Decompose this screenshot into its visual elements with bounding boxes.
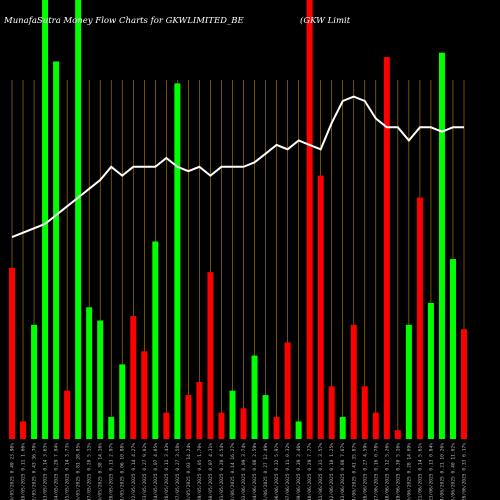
bar-24 — [262, 395, 269, 439]
x-tick-label: 06/06/2025 0.32 5.97% — [274, 443, 280, 500]
chart-title-right: (GKW Limit — [300, 15, 351, 26]
x-tick-label: 02/06/2025 0.14 16.27% — [230, 443, 236, 500]
bar-12 — [130, 316, 137, 439]
x-tick-label: 27/05/2025 0.27 3.58% — [175, 443, 181, 500]
bar-9 — [97, 320, 104, 439]
bar-23 — [251, 355, 258, 439]
bar-18 — [196, 381, 203, 439]
bar-28 — [306, 0, 313, 440]
bar-1 — [9, 267, 15, 439]
x-tick-label: 15/05/2025 0.14 3.73% — [65, 443, 71, 500]
bar-34 — [372, 412, 379, 439]
x-tick-label: 23/05/2025 0.27 9.02% — [142, 443, 148, 500]
bar-17 — [185, 395, 192, 439]
x-tick-label: 18/06/2025 0.12 5.26% — [384, 443, 390, 500]
x-tick-label: 12/06/2025 0.10 1.25% — [329, 443, 335, 500]
bar-13 — [141, 351, 148, 439]
x-tick-label: 20/06/2025 0.28 14.09% — [406, 443, 412, 500]
bar-5 — [53, 61, 60, 440]
bar-37 — [405, 324, 412, 439]
x-tick-label: 29/05/2025 0.05 1.70% — [197, 443, 203, 500]
x-tick-label: 16/06/2025 0.27 4.59% — [362, 443, 368, 500]
bar-10 — [108, 417, 115, 439]
bar-20 — [218, 412, 225, 439]
bar-16 — [174, 83, 181, 439]
x-tick-label: 11/06/2025 0.31 3.57% — [318, 443, 324, 500]
bar-22 — [240, 408, 247, 439]
bar-4 — [42, 0, 49, 440]
x-tick-label: 16/05/2025 0.81 28.05% — [76, 443, 82, 500]
x-tick-label: 07/06/2025 0.11 0.32% — [285, 443, 291, 500]
x-tick-label: 17/05/2025 0.20 5.13% — [87, 443, 93, 500]
bar-7 — [75, 0, 82, 440]
bar-3 — [31, 324, 38, 439]
x-tick-label: 12/05/2025 0.43 36.70% — [32, 443, 38, 500]
bar-36 — [394, 430, 401, 439]
x-tick-label: 10/05/2025 0.11 1.66% — [21, 443, 27, 500]
x-tick-labels: 09/05/2025 0.49 23.98% 10/05/2025 0.11 1.… — [10, 443, 468, 500]
x-tick-label: 30/05/2025 0.07 4.31% — [208, 443, 214, 500]
bar-2 — [20, 421, 27, 439]
x-tick-label: 05/06/2025 0.27 12.49% — [263, 443, 269, 500]
x-tick-label: 22/05/2025 0.14 4.27% — [131, 443, 137, 500]
x-tick-label: 19/05/2025 0.38 14.16% — [98, 443, 104, 500]
bar-25 — [273, 417, 280, 439]
bar-27 — [295, 421, 302, 439]
x-tick-label: 21/06/2025 0.14 5.61% — [417, 443, 423, 500]
bar-33 — [361, 386, 368, 439]
x-tick-label: 09/06/2025 0.39 3.46% — [296, 443, 302, 500]
bar-15 — [163, 412, 170, 439]
x-tick-label: 17/06/2025 0.16 0.78% — [373, 443, 379, 500]
bars — [9, 0, 467, 440]
x-tick-label: 26/06/2025 0.33 6.17% — [462, 443, 468, 500]
x-tick-label: 10/06/2025 0.29 7.77% — [307, 443, 313, 500]
x-tick-label: 23/06/2025 0.13 0.84% — [428, 443, 434, 500]
x-tick-label: 13/06/2025 0.08 7.67% — [340, 443, 346, 500]
x-tick-label: 21/05/2025 0.06 10.88% — [120, 443, 126, 500]
bar-21 — [229, 390, 236, 439]
x-tick-label: 24/06/2025 0.21 10.26% — [439, 443, 445, 500]
x-tick-label: 04/06/2025 0.08 2.59% — [252, 443, 258, 500]
bar-14 — [152, 241, 159, 439]
x-tick-label: 09/05/2025 0.49 23.98% — [10, 443, 16, 500]
bar-29 — [317, 175, 324, 439]
bar-6 — [64, 390, 71, 439]
x-tick-label: 13/05/2025 0.14 3.63% — [43, 443, 49, 500]
x-tick-label: 03/06/2025 0.09 3.74% — [241, 443, 247, 500]
x-tick-label: 19/06/2025 0.30 5.16% — [395, 443, 401, 500]
x-tick-label: 20/05/2025 0.13 2.97% — [109, 443, 115, 500]
bar-40 — [438, 52, 445, 440]
x-tick-label: 26/05/2025 0.11 3.43% — [164, 443, 170, 500]
bar-41 — [449, 259, 456, 439]
bar-38 — [416, 197, 423, 439]
x-tick-label: 25/06/2025 0.40 11.02% — [450, 443, 456, 500]
bar-30 — [328, 386, 335, 439]
bar-35 — [383, 57, 390, 439]
bar-19 — [207, 272, 214, 439]
bar-31 — [339, 417, 346, 439]
bar-42 — [461, 329, 467, 439]
bar-32 — [350, 324, 357, 439]
x-tick-label: 28/05/2025 0.03 14.24% — [186, 443, 192, 500]
chart-title: MunafaSutra Money Flow Charts for GKWLIM… — [3, 16, 244, 26]
x-tick-label: 14/06/2025 0.41 35.87% — [351, 443, 357, 500]
money-flow-line — [11, 95, 464, 239]
x-tick-label: 14/05/2025 0.29 7.84% — [54, 443, 60, 500]
x-tick-label: 31/05/2025 0.20 4.54% — [219, 443, 225, 500]
bar-11 — [119, 364, 126, 439]
bar-39 — [427, 302, 434, 439]
x-tick-label: 24/05/2025 0.07 4.05% — [153, 443, 159, 500]
bar-26 — [284, 342, 291, 439]
bar-8 — [86, 307, 93, 439]
